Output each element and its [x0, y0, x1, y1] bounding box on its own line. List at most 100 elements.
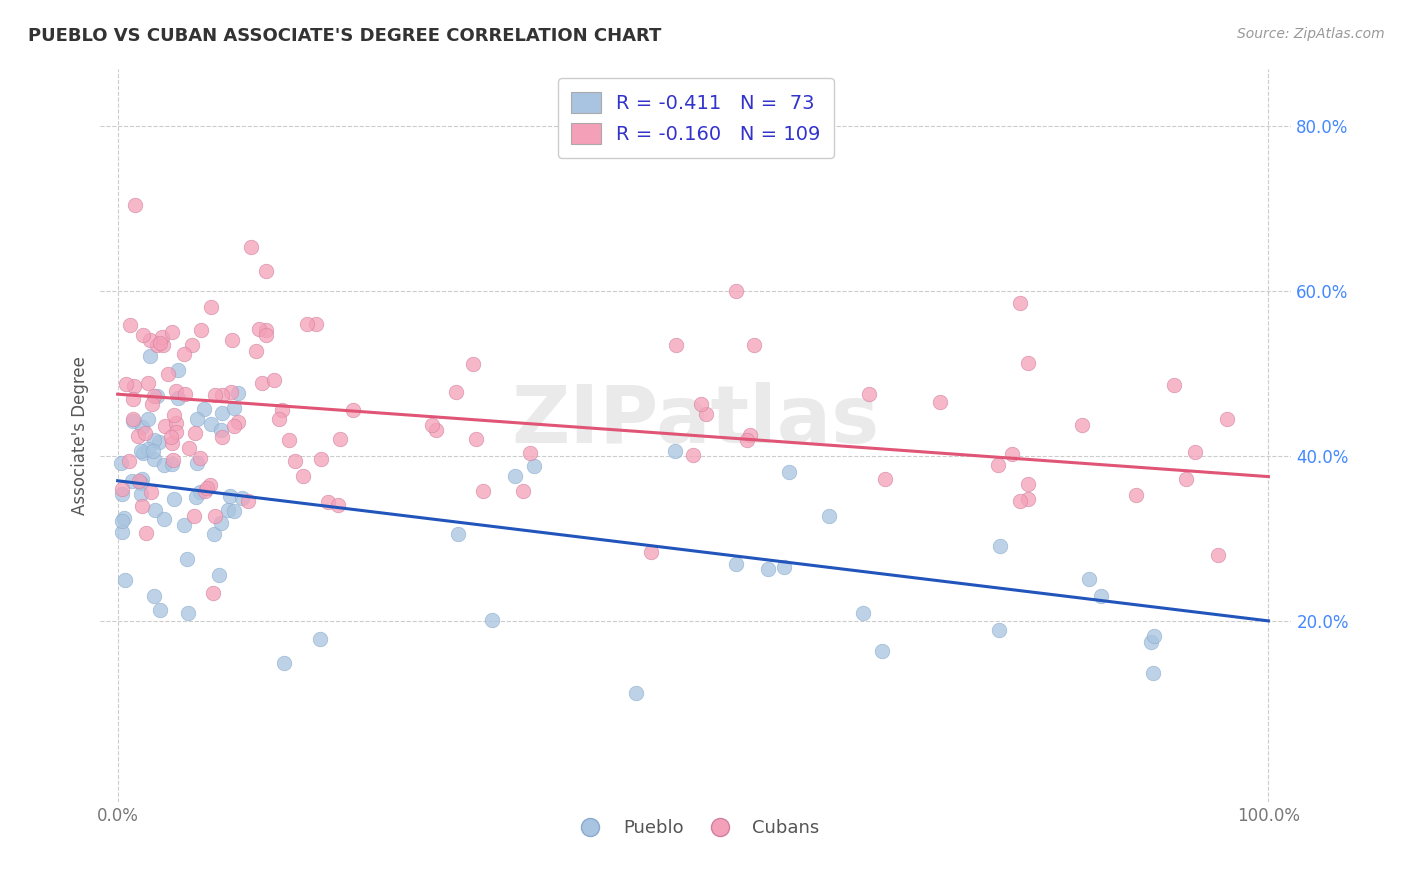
Point: [167, 363, 190, 377]
Text: PUEBLO VS CUBAN ASSOCIATE'S DEGREE CORRELATION CHART: PUEBLO VS CUBAN ASSOCIATE'S DEGREE CORRE…: [28, 27, 661, 45]
Point: [342, 403, 364, 417]
Point: [183, 509, 205, 524]
Point: [224, 401, 246, 415]
Point: [181, 338, 204, 352]
Point: [1125, 488, 1147, 502]
Point: [226, 386, 249, 401]
Point: [131, 473, 153, 487]
Text: ZIPatlas: ZIPatlas: [512, 382, 880, 459]
Point: [179, 441, 201, 455]
Point: [222, 419, 245, 434]
Point: [1017, 476, 1039, 491]
Point: [211, 429, 233, 443]
Point: [111, 482, 134, 496]
Point: [139, 334, 162, 348]
Point: [120, 318, 142, 332]
Point: [118, 454, 141, 468]
Point: [114, 573, 136, 587]
Point: [128, 474, 150, 488]
Point: [190, 323, 212, 337]
Point: [218, 489, 240, 503]
Point: [870, 644, 893, 658]
Point: [198, 477, 221, 491]
Point: [1008, 296, 1031, 310]
Point: [461, 358, 484, 372]
Point: [221, 333, 243, 347]
Point: [194, 483, 217, 498]
Point: [858, 386, 880, 401]
Point: [217, 503, 239, 517]
Point: [254, 327, 277, 342]
Point: [250, 376, 273, 390]
Point: [132, 446, 155, 460]
Point: [852, 606, 875, 620]
Point: [420, 418, 443, 433]
Point: [204, 388, 226, 402]
Point: [519, 446, 541, 460]
Point: [142, 389, 165, 403]
Point: [988, 624, 1011, 638]
Point: [129, 443, 152, 458]
Point: [1139, 635, 1161, 649]
Legend: Pueblo, Cubans: Pueblo, Cubans: [565, 812, 827, 845]
Point: [245, 344, 267, 359]
Point: [640, 545, 662, 559]
Point: [124, 198, 146, 212]
Point: [134, 426, 156, 441]
Point: [142, 443, 165, 458]
Point: [143, 451, 166, 466]
Point: [167, 392, 190, 406]
Point: [157, 367, 180, 381]
Point: [152, 458, 174, 472]
Point: [146, 338, 169, 352]
Point: [146, 389, 169, 403]
Point: [202, 585, 225, 599]
Point: [176, 552, 198, 566]
Point: [162, 453, 184, 467]
Point: [122, 378, 145, 392]
Point: [695, 407, 717, 421]
Point: [326, 498, 349, 512]
Point: [186, 411, 208, 425]
Point: [1208, 548, 1230, 562]
Point: [153, 419, 176, 434]
Point: [131, 499, 153, 513]
Point: [173, 387, 195, 401]
Point: [273, 656, 295, 670]
Point: [481, 613, 503, 627]
Point: [247, 322, 270, 336]
Point: [148, 335, 170, 350]
Point: [316, 495, 339, 509]
Point: [163, 408, 186, 422]
Point: [195, 481, 218, 495]
Point: [725, 557, 748, 571]
Point: [112, 511, 135, 525]
Point: [1216, 411, 1239, 425]
Point: [135, 525, 157, 540]
Text: Source: ZipAtlas.com: Source: ZipAtlas.com: [1237, 27, 1385, 41]
Point: [311, 452, 333, 467]
Point: [121, 392, 143, 406]
Point: [231, 491, 253, 505]
Point: [204, 509, 226, 524]
Point: [186, 456, 208, 470]
Point: [127, 429, 149, 443]
Point: [142, 434, 165, 448]
Point: [988, 539, 1011, 553]
Point: [291, 468, 314, 483]
Point: [162, 458, 184, 472]
Point: [136, 442, 159, 457]
Point: [773, 560, 796, 574]
Point: [735, 433, 758, 447]
Point: [122, 412, 145, 426]
Point: [447, 527, 470, 541]
Point: [110, 456, 132, 470]
Point: [1017, 492, 1039, 507]
Point: [267, 411, 290, 425]
Point: [309, 632, 332, 646]
Point: [1163, 377, 1185, 392]
Point: [503, 468, 526, 483]
Point: [329, 432, 352, 446]
Point: [211, 387, 233, 401]
Point: [162, 326, 184, 340]
